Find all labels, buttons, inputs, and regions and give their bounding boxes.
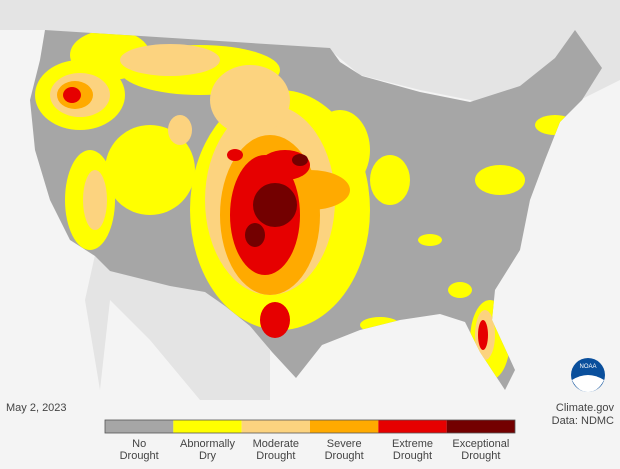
legend-label: Drought — [461, 450, 500, 462]
canada — [0, 0, 620, 120]
legend-label: Drought — [120, 450, 159, 462]
legend-label: Drought — [325, 450, 364, 462]
legend: NoDroughtAbnormallyDryModerateDroughtSev… — [104, 419, 516, 462]
legend-label: Drought — [393, 450, 432, 462]
legend-label: No — [132, 438, 146, 450]
legend-swatch — [378, 420, 447, 433]
legend-label: Abnormally — [180, 438, 236, 450]
date-label: May 2, 2023 — [6, 402, 67, 414]
exceptional-drought-areas — [245, 154, 308, 247]
data-credit: Data: NDMC — [552, 415, 614, 427]
legend-label: Dry — [199, 450, 217, 462]
logo-wave — [572, 375, 604, 392]
legend-border — [104, 419, 516, 434]
legend-label: Severe — [327, 438, 362, 450]
legend-swatch — [173, 420, 242, 433]
mexico — [85, 255, 270, 400]
legend-label: Extreme — [392, 438, 433, 450]
legend-swatch — [310, 420, 379, 433]
legend-swatch — [241, 420, 310, 433]
noaa-logo: NOAA — [571, 358, 605, 392]
source-label: Climate.gov — [556, 402, 615, 414]
legend-label: Moderate — [253, 438, 299, 450]
logo-text: NOAA — [579, 364, 596, 370]
legend-swatch — [446, 420, 515, 433]
legend-swatch — [105, 420, 174, 433]
legend-label: Exceptional — [452, 438, 509, 450]
legend-label: Drought — [256, 450, 295, 462]
